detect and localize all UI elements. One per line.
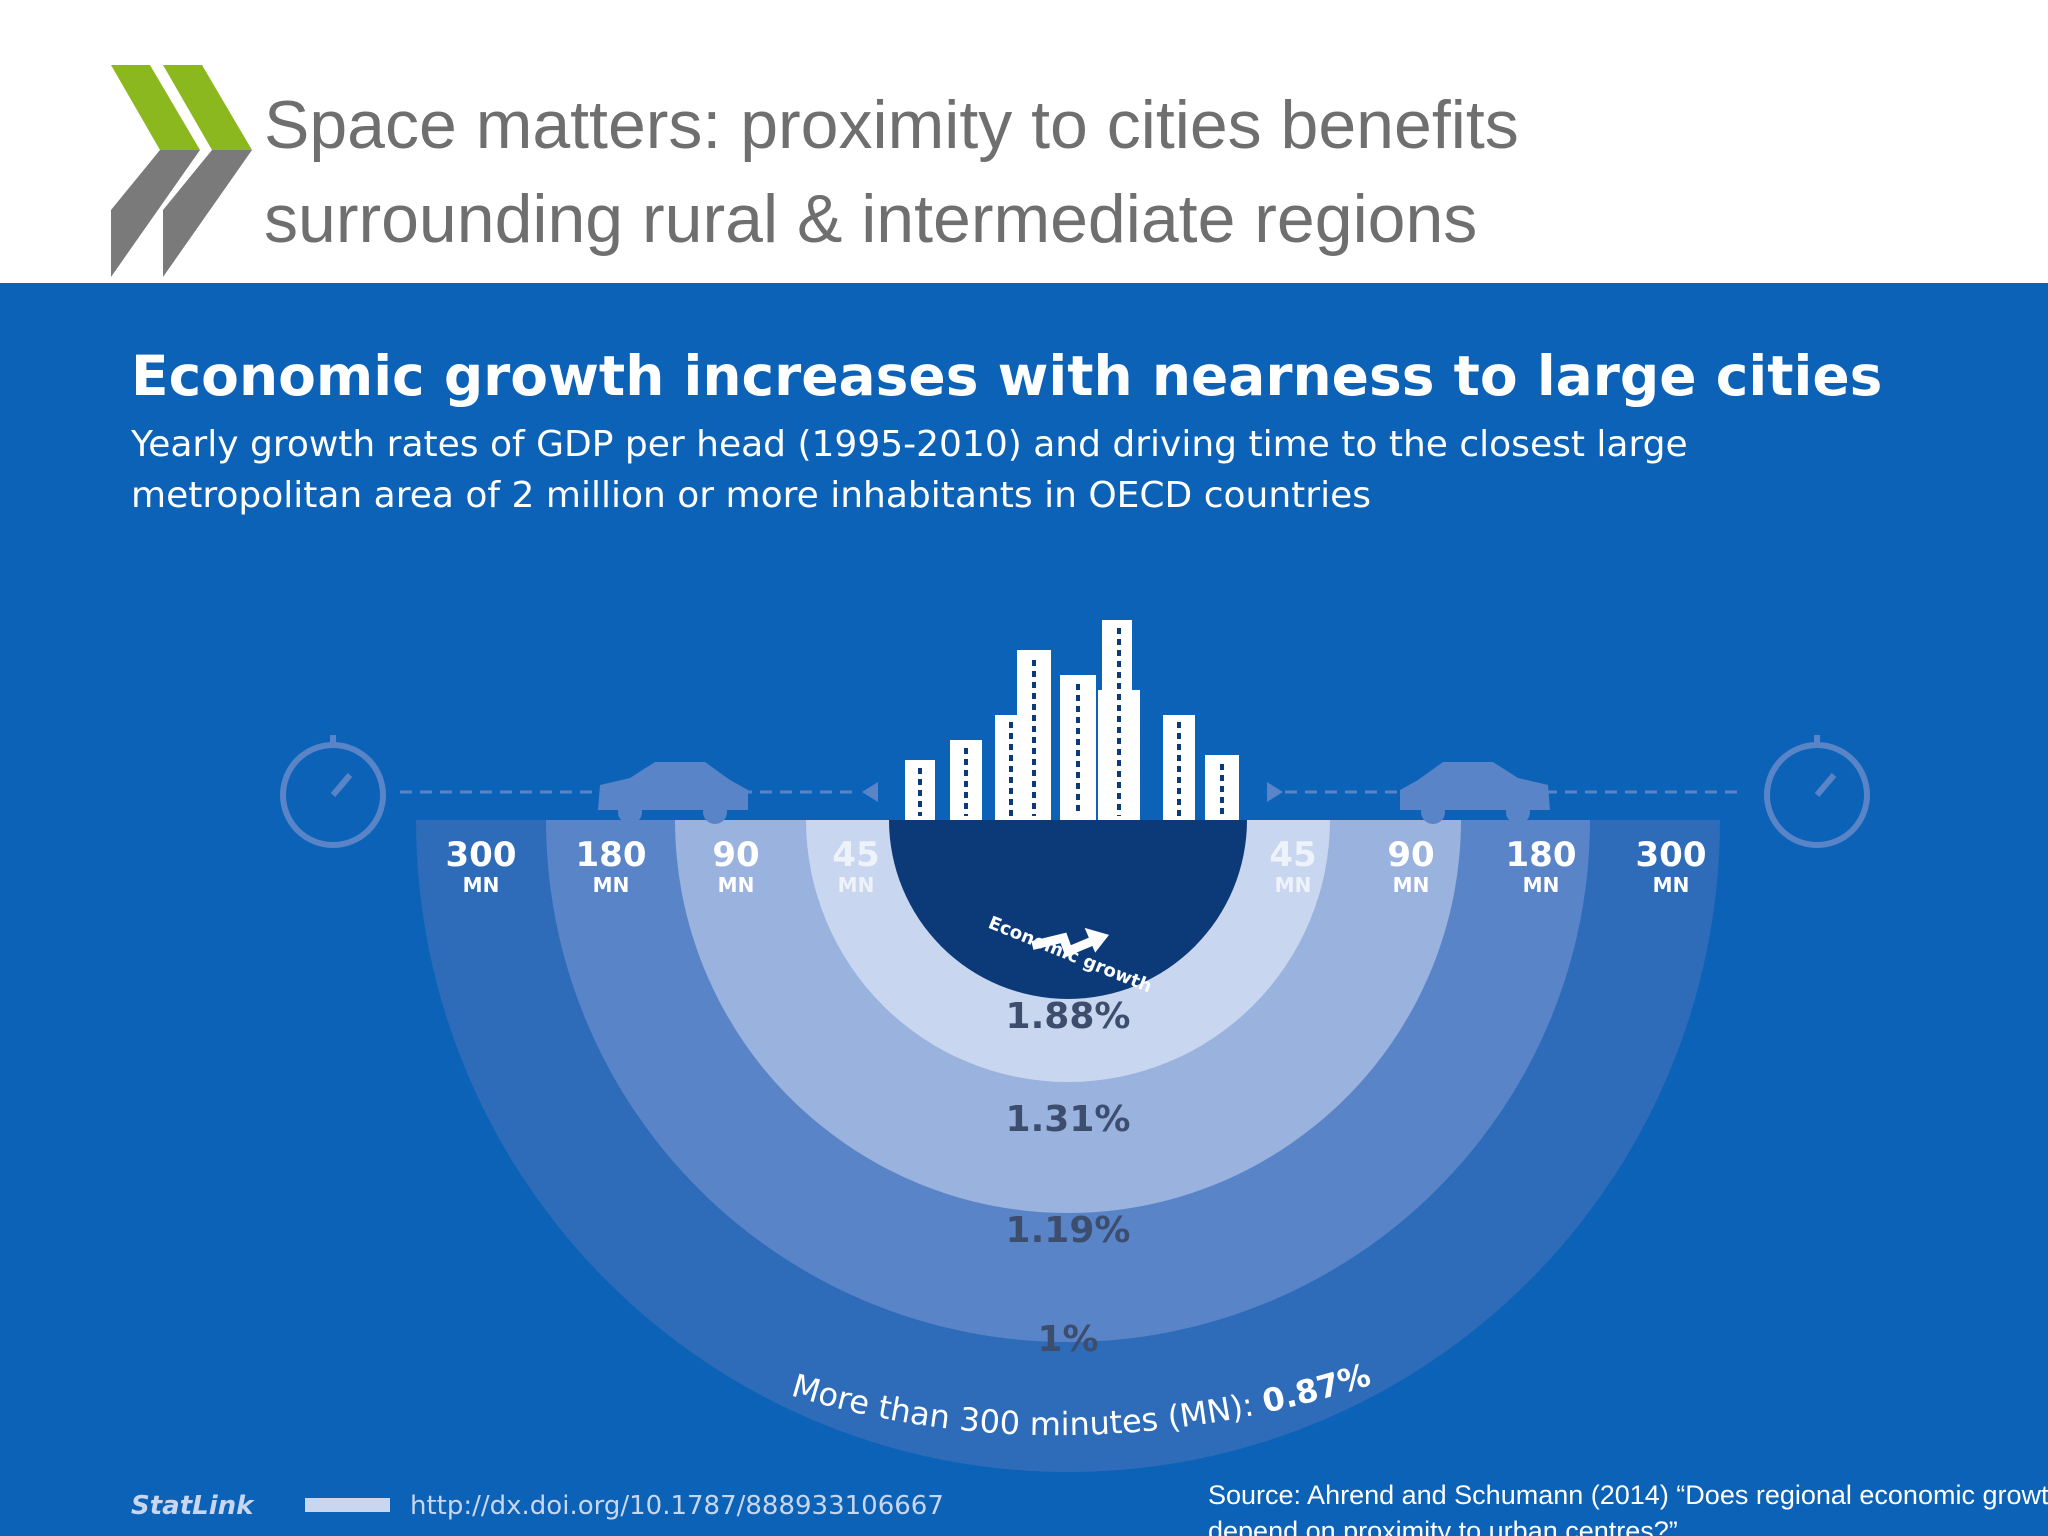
growth-rate: 1.19%: [1006, 1210, 1131, 1251]
distance-unit: MN: [1275, 873, 1312, 897]
chevron: [163, 65, 252, 150]
ring-labels: 300MN180MN90MN45MN45MN90MN180MN300MN1.88…: [446, 835, 1707, 1360]
growth-rate: 1.31%: [1006, 1099, 1131, 1140]
chevron: [111, 65, 200, 150]
distance-unit: MN: [1653, 873, 1690, 897]
rings: [416, 820, 1720, 1472]
distance-unit: MN: [463, 873, 500, 897]
infographic-title: Economic growth increases with nearness …: [131, 344, 1882, 408]
chevron: [111, 150, 200, 277]
distance-unit: MN: [1393, 873, 1430, 897]
distance-unit: MN: [718, 873, 755, 897]
growth-rate: 1.88%: [1006, 996, 1131, 1037]
source: depend on proximity to urban centres?”: [1208, 1516, 1678, 1536]
distance-label: 90: [1387, 835, 1434, 875]
chevron: [163, 150, 252, 277]
growth-arrow: [1031, 927, 1110, 958]
distance-label: 300: [1636, 835, 1707, 875]
slide-title: surrounding rural & intermediate regions: [264, 181, 1477, 257]
distance-label: 45: [832, 835, 879, 875]
source: Source: Ahrend and Schumann (2014) “Does…: [1208, 1480, 2048, 1510]
city-core: [889, 820, 1247, 999]
cars: [598, 762, 1550, 824]
distance-unit: MN: [838, 873, 875, 897]
statlink: StatLink: [131, 1491, 255, 1521]
distance-label: 180: [576, 835, 647, 875]
slide-title: Space matters: proximity to cities benef…: [264, 87, 1519, 163]
distance-unit: MN: [593, 873, 630, 897]
skyline-windows: [918, 628, 1224, 816]
distance-unit: MN: [1523, 873, 1560, 897]
distance-label: 300: [446, 835, 517, 875]
infographic-subtitle: Yearly growth rates of GDP per head (199…: [130, 424, 1688, 465]
statlink-logo: [305, 1498, 390, 1512]
infographic-subtitle: metropolitan area of 2 million or more i…: [131, 475, 1371, 516]
distance-label: 180: [1506, 835, 1577, 875]
statlink-url: http://dx.doi.org/10.1787/888933106667: [410, 1491, 944, 1521]
distance-label: 90: [712, 835, 759, 875]
distance-label: 45: [1269, 835, 1316, 875]
growth-rate: 1%: [1037, 1319, 1098, 1360]
